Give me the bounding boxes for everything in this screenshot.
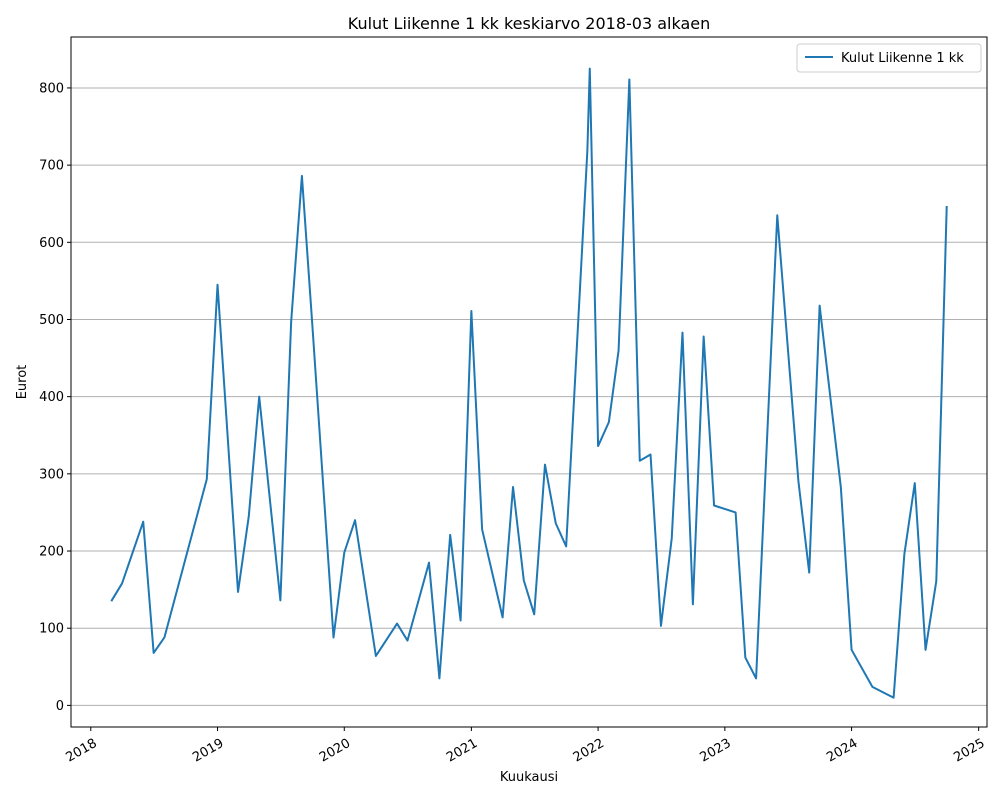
- legend-box: [796, 43, 982, 73]
- series-layer: [110, 67, 948, 699]
- y-tick-label-300: 300: [39, 467, 64, 482]
- plot-frame: [70, 36, 988, 728]
- series-line-0: [110, 67, 948, 699]
- y-tick-label-400: 400: [39, 390, 64, 405]
- y-tick-label-500: 500: [39, 313, 64, 328]
- y-tick-label-800: 800: [39, 81, 64, 96]
- y-tick-label-200: 200: [39, 545, 64, 560]
- y-gridlines: [71, 87, 987, 706]
- y-tick-label-700: 700: [39, 159, 64, 174]
- x-axis-title: Kuukausi: [500, 770, 558, 785]
- y-tick-label-100: 100: [39, 622, 64, 637]
- y-axis: 0 100 200 300 400 500 600 700 800: [39, 81, 71, 714]
- y-axis-title: Eurot: [15, 365, 30, 400]
- legend-label: Kulut Liikenne 1 kk: [841, 51, 964, 66]
- chart-title: Kulut Liikenne 1 kk keskiarvo 2018-03 al…: [348, 14, 711, 33]
- y-tick-label-600: 600: [39, 236, 64, 251]
- legend: Kulut Liikenne 1 kk: [796, 43, 982, 73]
- y-tick-label-0: 0: [56, 699, 64, 714]
